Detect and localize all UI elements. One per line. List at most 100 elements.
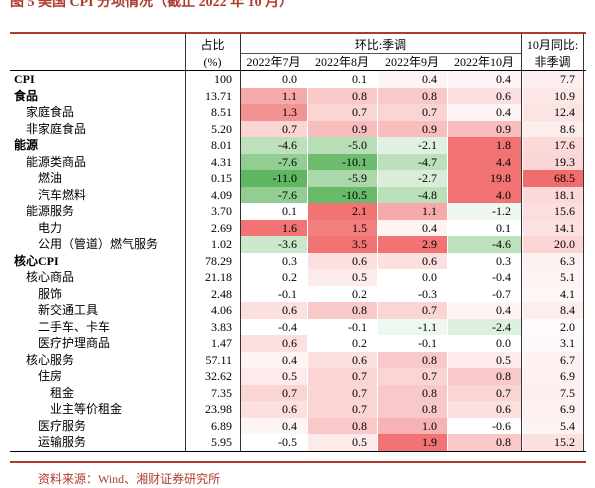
cell: 0.3 [496, 253, 511, 268]
cell: -5.9 [308, 170, 377, 187]
cell: 0.5 [241, 368, 307, 385]
row-label: CPI [14, 72, 35, 86]
cell: 0.15 [211, 171, 232, 185]
cell: 8.6 [523, 120, 583, 137]
cell: 0.2 [352, 286, 367, 301]
cell: 0.7 [378, 302, 447, 319]
cell: 68.5 [523, 170, 583, 187]
cell: 0.8 [378, 384, 447, 401]
rule [10, 70, 586, 71]
cell: 0.2 [352, 336, 367, 350]
cell: 12.4 [523, 104, 583, 121]
row-label: 租金 [50, 385, 75, 400]
row-label: 核心CPI [14, 253, 59, 268]
cell: 10.9 [523, 87, 583, 104]
cell: 1.9 [378, 434, 447, 451]
cell: 57.11 [205, 352, 232, 367]
cell: 0.6 [241, 335, 307, 352]
cell: -3.6 [241, 236, 307, 253]
cell: 23.98 [205, 402, 232, 416]
cell: 7.5 [523, 384, 583, 401]
cell: 0.1 [496, 220, 511, 235]
cell: 0.7 [308, 401, 377, 418]
cell: -0.5 [278, 435, 297, 449]
cell: 0.0 [282, 72, 297, 86]
cell: 0.0 [422, 270, 437, 284]
cell: 21.18 [205, 270, 232, 284]
row-label: 非家庭食品 [26, 121, 87, 136]
cell: 3.70 [211, 204, 232, 218]
cell: -4.7 [378, 153, 447, 170]
row-label: 核心商品 [26, 270, 75, 284]
cell: 0.6 [308, 351, 377, 368]
cell: 8.01 [211, 138, 232, 152]
row-label: 食品 [14, 88, 39, 103]
cell: -0.3 [418, 286, 437, 301]
cell: 4.4 [448, 153, 521, 170]
cell: 4.09 [211, 187, 232, 202]
cell: 0.8 [308, 417, 377, 434]
cell: 0.8 [378, 351, 447, 368]
row-label: 住房 [38, 369, 63, 383]
header-cell: 2022年7月 [246, 55, 301, 69]
cell: 3.83 [211, 319, 232, 334]
cell: 0.4 [448, 104, 521, 121]
cell: -7.6 [241, 153, 307, 170]
cell: 0.5 [448, 351, 521, 368]
cell: 2.69 [211, 220, 232, 235]
cell: 78.29 [205, 253, 232, 268]
cell: 19.3 [523, 153, 583, 170]
cell: 0.4 [241, 417, 307, 434]
cell: -2.1 [378, 137, 447, 154]
row-label: 医疗护理商品 [38, 336, 111, 350]
cell: -0.4 [278, 319, 297, 334]
cell: 0.9 [308, 120, 377, 137]
rule [10, 461, 586, 463]
cell: 0.7 [378, 104, 447, 121]
cell: 0.6 [448, 401, 521, 418]
cell: 0.6 [241, 302, 307, 319]
cell: 5.4 [523, 417, 583, 434]
header-cell: 2022年9月 [384, 55, 439, 69]
cell: 1.1 [378, 203, 447, 220]
row-label: 公用（管道）燃气服务 [38, 237, 159, 251]
cell: 0.9 [378, 120, 447, 137]
cell: -5.0 [308, 137, 377, 154]
cell: 1.1 [241, 87, 307, 104]
cell: -7.6 [241, 186, 307, 203]
cell: 7.7 [523, 71, 583, 88]
header-cell: (%) [203, 55, 222, 69]
cell: 2.48 [211, 286, 232, 301]
cell: 0.6 [448, 87, 521, 104]
cell: 19.8 [448, 170, 521, 187]
cell: 3.5 [308, 236, 377, 253]
cell: 2.1 [308, 203, 377, 220]
cell: 6.89 [211, 418, 232, 433]
cell: 1.6 [241, 219, 307, 236]
cell: 4.1 [523, 285, 583, 302]
cell: 4.06 [211, 303, 232, 317]
cell: 0.7 [241, 120, 307, 137]
cell: 1.8 [448, 137, 521, 154]
cell: 0.5 [308, 434, 377, 451]
row-label: 业主等价租金 [50, 402, 123, 416]
row-label: 新交通工具 [38, 303, 99, 317]
header-cell: 占比 [200, 38, 225, 52]
cell: 6.3 [523, 252, 583, 269]
cell: 2.0 [523, 319, 583, 336]
cell: 0.1 [282, 204, 297, 218]
header-cell: 10月同比: [526, 38, 579, 52]
cell: 6.7 [523, 351, 583, 368]
cell: 0.2 [282, 270, 297, 284]
cell: -0.6 [492, 418, 511, 433]
cell: 0.8 [448, 368, 521, 385]
row-label: 能源 [14, 138, 39, 152]
cell: -2.7 [378, 170, 447, 187]
row-label: 医疗服务 [38, 418, 87, 433]
cell: -0.1 [418, 336, 437, 350]
cell: -1.2 [448, 203, 521, 220]
cell: 0.4 [378, 219, 447, 236]
header-cell: 2022年10月 [453, 55, 514, 69]
cell: 0.9 [448, 120, 521, 137]
